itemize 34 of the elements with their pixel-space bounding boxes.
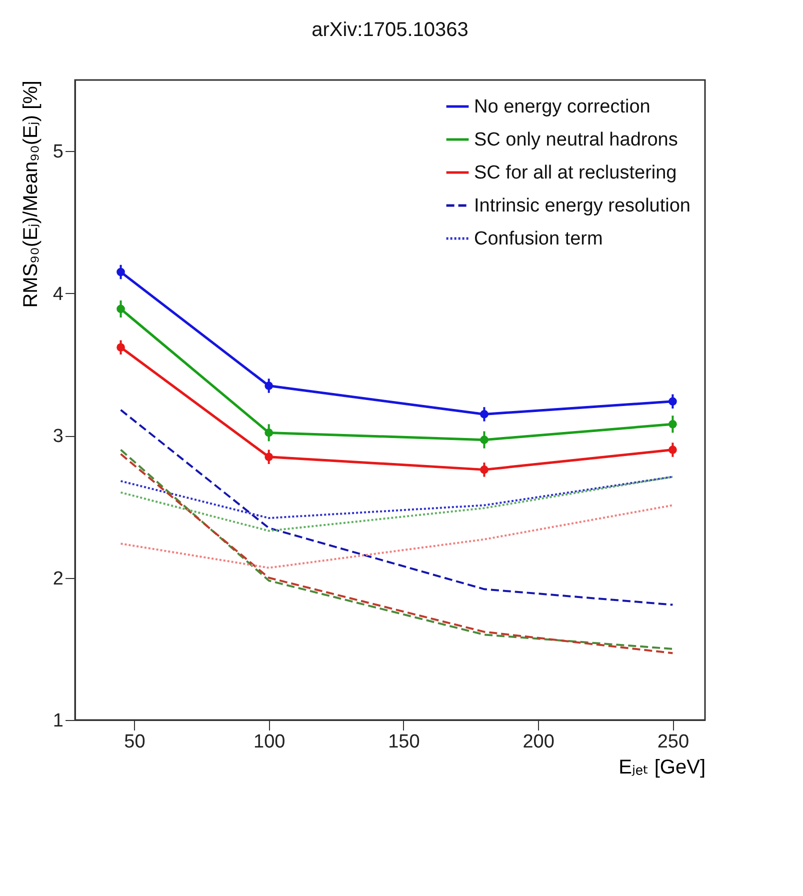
point [668,446,677,454]
x-axis-title: Eⱼₑₜ [GeV] [618,756,706,778]
y-tick-label: 2 [52,568,64,590]
point [668,397,677,406]
point [264,452,274,462]
x-tick-label: 100 [253,732,286,752]
point [116,268,125,276]
line-series [120,476,674,532]
y-axis-title: RMS₉₀(Eⱼ)/Mean₉₀(Eⱼ) [%] [20,80,42,308]
legend-label: No energy correction [474,96,650,118]
legend-label: Confusion term [474,228,603,250]
line-series [120,476,674,520]
point [116,343,125,352]
line-series [120,504,674,569]
y-tick-label: 4 [52,284,64,305]
point [668,420,677,428]
chart-title: arXiv:1705.10363 [312,19,468,41]
point [264,428,274,437]
x-tick-label: 150 [388,732,420,752]
x-tick-label: 50 [124,732,146,752]
x-tick-label: 250 [657,732,690,752]
y-tick-label: 5 [52,142,64,163]
point [480,410,488,418]
legend-label: SC only neutral hadrons [474,130,678,150]
y-tick-label: 3 [52,426,64,448]
legend-label: SC for all at reclustering [474,162,677,184]
y-tick-label: 1 [52,710,64,732]
legend-label: Intrinsic energy resolution [474,196,690,216]
point [480,466,488,474]
point [264,382,274,390]
point [116,304,125,314]
point [480,436,488,444]
line-series [120,408,674,606]
x-tick-label: 200 [522,732,554,752]
